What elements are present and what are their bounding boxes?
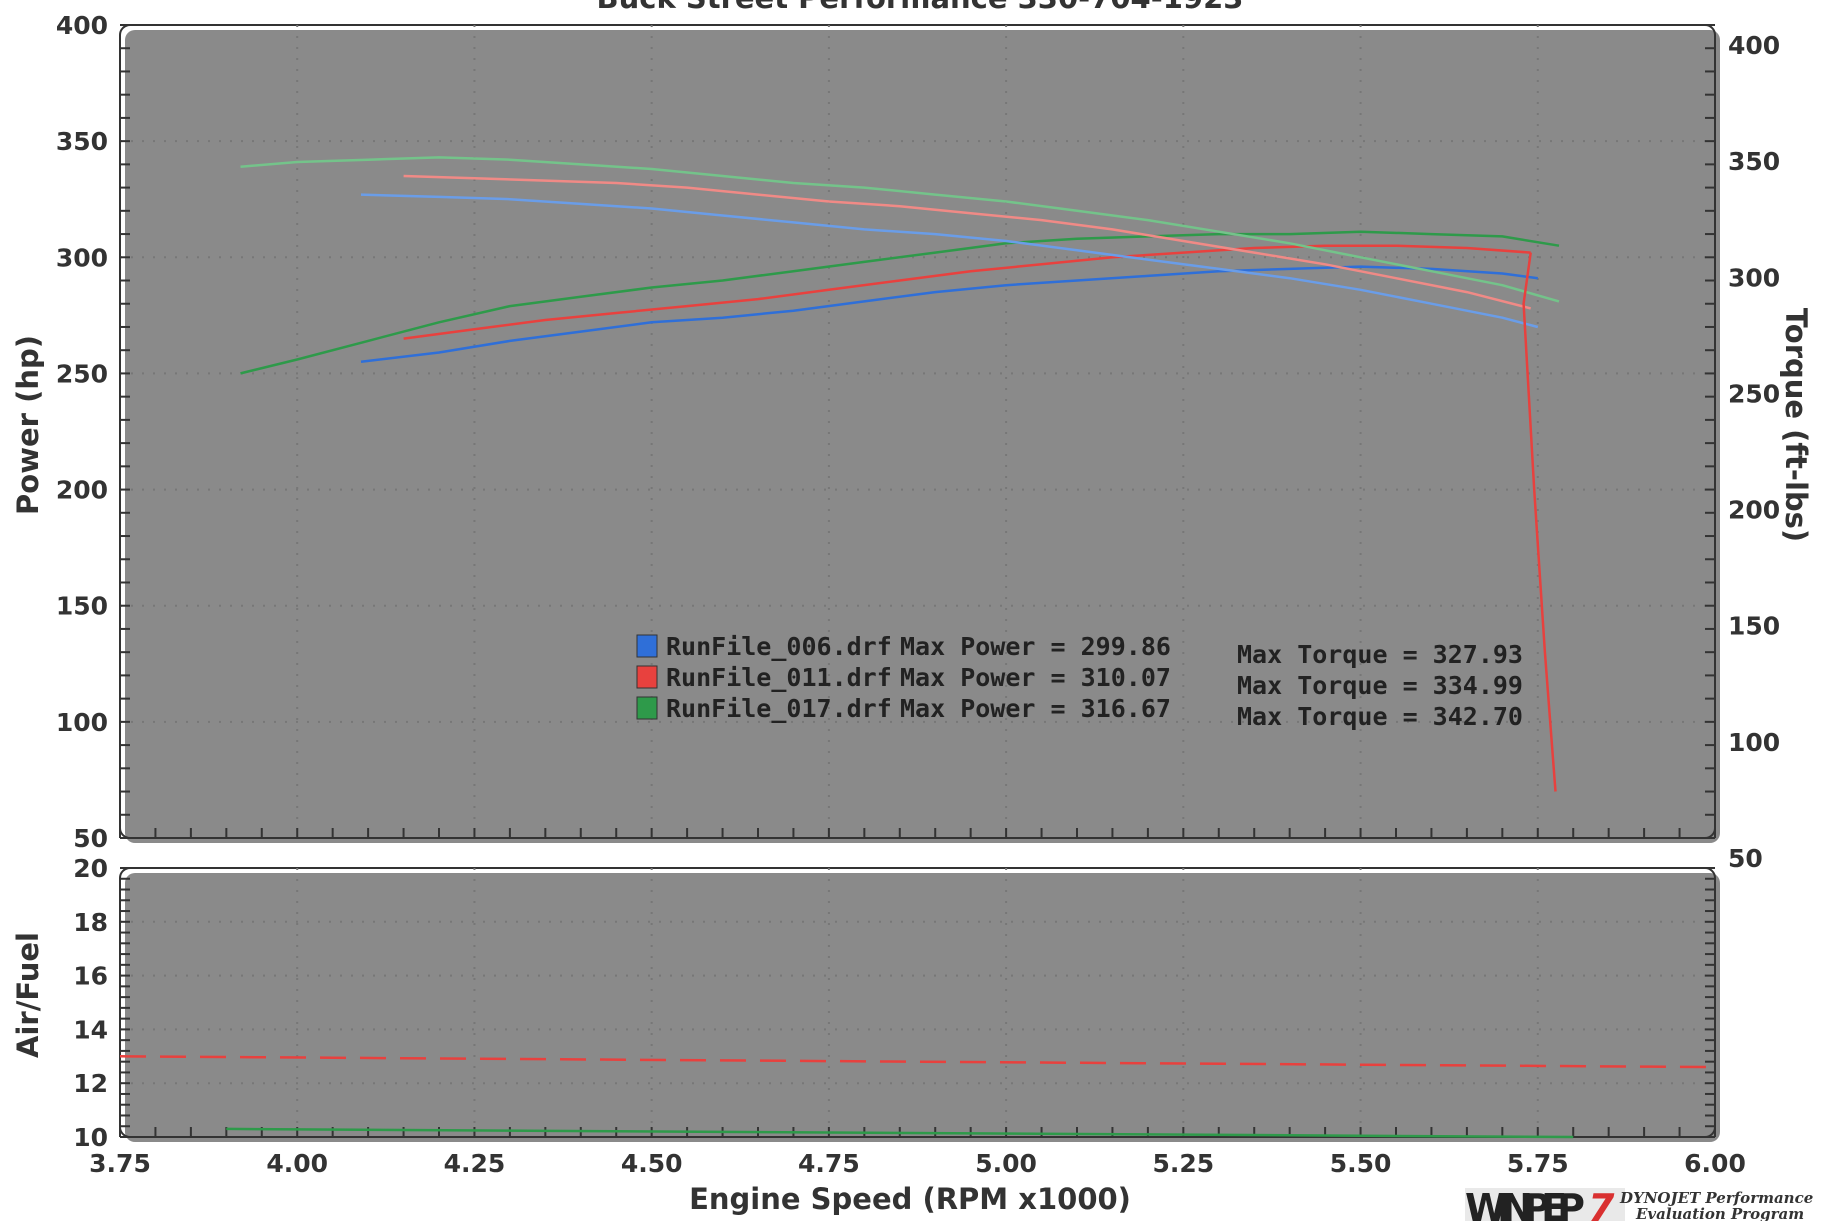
- legend-file-label: RunFile_011.drf: [666, 663, 892, 692]
- torque-tick-label: 100: [1728, 728, 1780, 757]
- airfuel-tick-label: 10: [73, 1123, 108, 1152]
- air-fuel-panel: 10 12 14 16 18 20 3.75 4.00 4.25 4.50 4.75 5.00 5.25…: [73, 854, 1746, 1178]
- x-axis-label: Engine Speed (RPM x1000): [689, 1182, 1131, 1216]
- x-tick-label: 3.75: [89, 1149, 151, 1178]
- power-tick-label: 400: [56, 11, 108, 40]
- airfuel-line-0: [119, 1055, 1716, 1069]
- logo-version: 7: [1588, 1186, 1615, 1221]
- x-tick-label: 5.00: [975, 1149, 1037, 1178]
- series-line-power-runfile-006-drf: [360, 265, 1538, 364]
- x-tick-label: 5.75: [1507, 1149, 1569, 1178]
- series-line-power-runfile-017-drf: [240, 230, 1560, 375]
- torque-dropoff-line: [1522, 252, 1557, 792]
- power-tick-label: 250: [56, 359, 108, 388]
- legend-max-torque: Max Torque = 342.70: [1237, 702, 1523, 731]
- legend-file-label: RunFile_017.drf: [666, 694, 892, 723]
- airfuel-tick-label: 14: [73, 1015, 108, 1044]
- power-tick-label: 300: [56, 243, 108, 272]
- torque-tick-label: 400: [1728, 31, 1780, 60]
- series-line-torque-runfile-006-drf: [360, 193, 1539, 329]
- power-torque-panel: 50 50 100 100 150 150 200 200 250 250 300 300 350 350…: [56, 11, 1780, 873]
- torque-tick-label: 300: [1728, 263, 1780, 292]
- winpep-logo: WINPEP 7 DYNOJET Performance Evaluation …: [1465, 1186, 1813, 1221]
- legend-file-label: RunFile_006.drf: [666, 632, 892, 661]
- chart-title: Buck Street Performance 330-704-1923: [597, 0, 1244, 15]
- logo-tagline-1: DYNOJET Performance: [1619, 1189, 1813, 1207]
- x-tick-label: 5.50: [1330, 1149, 1392, 1178]
- legend: RunFile_006.drf Max Power = 299.86 Max Tor…: [636, 632, 1523, 731]
- x-tick-label: 4.50: [621, 1149, 683, 1178]
- airfuel-panel-frame: [119, 867, 1716, 1138]
- airfuel-line-1: [226, 1127, 1574, 1139]
- power-tick-label: 350: [56, 127, 108, 156]
- y-axis-label-torque: Torque (ft-lbs): [1779, 308, 1813, 542]
- series-line-torque-runfile-011-drf: [403, 174, 1532, 310]
- power-tick-label: 200: [56, 476, 108, 505]
- torque-tick-label: 250: [1728, 379, 1780, 408]
- logo-tagline-2: Evaluation Program: [1635, 1205, 1804, 1221]
- logo-word: WINPEP: [1465, 1186, 1585, 1221]
- torque-tick-label: 150: [1728, 612, 1780, 641]
- legend-max-power: Max Power = 310.07: [900, 663, 1171, 692]
- power-tick-label: 50: [73, 824, 108, 853]
- y-axis-label-airfuel: Air/Fuel: [11, 932, 45, 1058]
- legend-swatch: [636, 665, 658, 689]
- legend-max-torque: Max Torque = 327.93: [1237, 640, 1523, 669]
- x-tick-label: 4.75: [798, 1149, 860, 1178]
- legend-max-torque: Max Torque = 334.99: [1237, 671, 1523, 700]
- airfuel-tick-label: 16: [73, 962, 108, 991]
- power-tick-label: 150: [56, 592, 108, 621]
- x-tick-label: 4.25: [444, 1149, 506, 1178]
- airfuel-tick-label: 18: [73, 908, 108, 937]
- legend-max-power: Max Power = 316.67: [900, 694, 1171, 723]
- torque-tick-label: 50: [1728, 844, 1763, 873]
- legend-swatch: [636, 634, 658, 658]
- x-tick-label: 5.25: [1152, 1149, 1214, 1178]
- x-tick-label: 4.00: [266, 1149, 328, 1178]
- airfuel-tick-label: 20: [73, 854, 108, 883]
- power-panel-frame: [119, 24, 1716, 839]
- y-axis-label-power: Power (hp): [11, 335, 45, 515]
- power-tick-label: 100: [56, 708, 108, 737]
- legend-max-power: Max Power = 299.86: [900, 632, 1171, 661]
- airfuel-panel-shadow: [125, 873, 1720, 1142]
- legend-swatch: [636, 696, 658, 720]
- torque-tick-label: 350: [1728, 147, 1780, 176]
- airfuel-tick-label: 12: [73, 1069, 108, 1098]
- series-line-torque-runfile-017-drf: [240, 156, 1560, 303]
- torque-tick-label: 200: [1728, 496, 1780, 525]
- series-line-power-runfile-011-drf: [403, 244, 1531, 340]
- x-tick-label: 6.00: [1684, 1149, 1746, 1178]
